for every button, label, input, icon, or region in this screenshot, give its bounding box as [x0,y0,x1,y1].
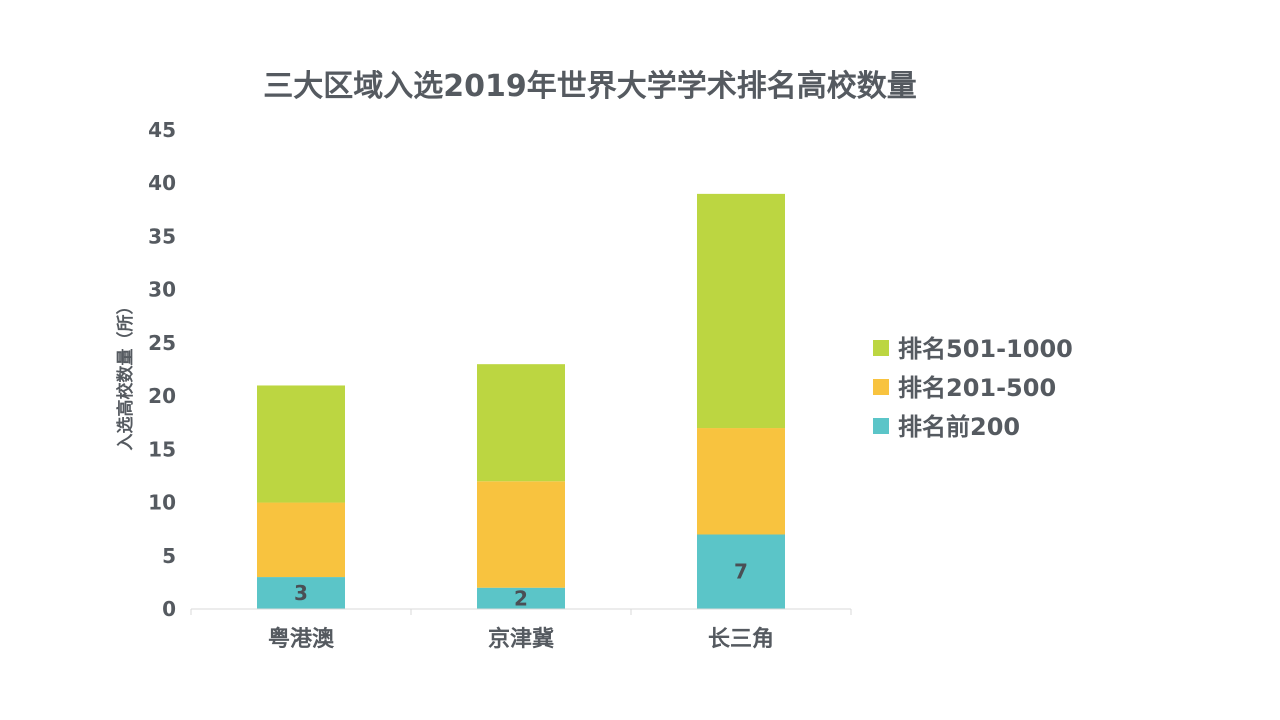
y-tick-label: 20 [148,384,176,408]
y-tick-label: 40 [148,171,176,195]
y-axis-ticks: 0 5 10 15 20 25 30 35 40 45 [148,118,176,621]
category-label: 粤港澳 [268,626,335,652]
bar-segment [257,502,345,578]
y-axis-label: 入选高校数量（所） [115,298,136,451]
bar-segment [697,428,785,535]
legend-label: 排名前200 [898,413,1020,441]
bar-segment [477,364,565,482]
bar-segment [697,534,785,609]
category-label: 长三角 [708,626,774,652]
bar-segment [477,587,565,609]
bar-segment [697,193,785,429]
bar-segment [257,385,345,503]
data-label: 2 [514,586,528,610]
legend-swatch [873,418,889,434]
y-tick-label: 10 [148,491,176,515]
y-tick-label: 25 [148,331,176,355]
bar-segment [477,481,565,588]
legend-swatch [873,379,889,395]
category-label: 京津冀 [488,626,554,652]
x-axis-tickmarks [190,609,852,615]
legend: 排名501-1000 排名201-500 排名前200 [873,335,1073,441]
y-tick-label: 0 [162,597,176,621]
y-tick-label: 15 [148,437,176,461]
bars [257,193,785,609]
legend-label: 排名501-1000 [898,335,1073,363]
data-label: 7 [734,560,748,584]
data-label: 3 [294,581,308,605]
y-tick-label: 5 [162,544,176,568]
legend-label: 排名201-500 [898,374,1056,402]
y-tick-label: 45 [148,118,176,142]
chart-title: 三大区域入选2019年世界大学学术排名高校数量 [263,69,917,104]
y-tick-label: 35 [148,224,176,248]
y-tick-label: 30 [148,278,176,302]
legend-swatch [873,340,889,356]
x-axis-categories: 粤港澳 京津冀 长三角 [268,626,774,652]
data-labels: 3 2 7 [294,560,748,611]
bar-segment [257,577,345,609]
